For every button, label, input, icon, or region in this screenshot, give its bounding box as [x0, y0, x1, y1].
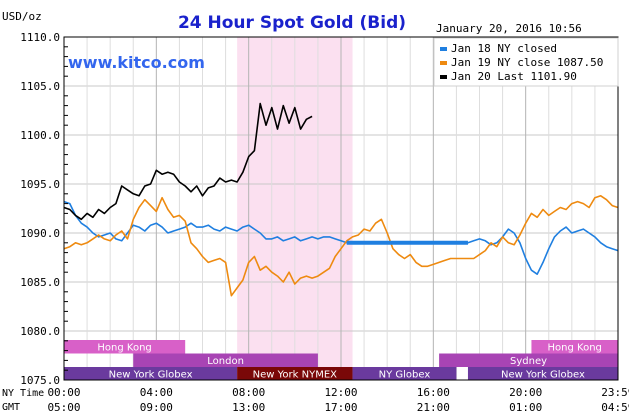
market-session-label: New York Globex: [501, 370, 585, 381]
market-session-bar: [352, 367, 457, 381]
x-tick-label-gmt: 04:59: [601, 401, 629, 414]
market-session-label: Hong Kong: [97, 343, 151, 354]
x-row-label-gmt: GMT: [2, 402, 20, 413]
y-axis-label: USD/oz: [2, 10, 42, 23]
x-tick-label-ny: 23:59: [601, 386, 629, 399]
y-tick-label: 1105.0: [20, 80, 60, 93]
x-tick-label-gmt: 05:00: [47, 401, 80, 414]
legend-entry: Jan 19 NY close 1087.50: [451, 56, 603, 69]
plot-frame: [63, 36, 619, 381]
market-session-bar: [64, 367, 238, 381]
legend-swatch: [440, 75, 447, 79]
x-tick-label-gmt: 09:00: [140, 401, 173, 414]
grid-layer: [64, 37, 618, 380]
chart-title: 24 Hour Spot Gold (Bid): [178, 13, 406, 33]
watermark: www.kitco.com: [68, 53, 205, 72]
legend-entry: Jan 20 Last 1101.90: [451, 70, 577, 83]
market-session-label: New York NYMEX: [253, 370, 338, 381]
series-line-1: [63, 195, 619, 297]
x-tick-label-gmt: 17:00: [324, 401, 357, 414]
y-tick-label: 1110.0: [20, 31, 60, 44]
market-session-bar: [133, 353, 318, 367]
series-line-0: [63, 200, 619, 275]
x-tick-label-ny: 04:00: [140, 386, 173, 399]
y-tick-label: 1085.0: [20, 276, 60, 289]
y-tick-label: 1095.0: [20, 178, 60, 191]
market-session-bar: [64, 340, 186, 354]
x-tick-label-gmt: 13:00: [232, 401, 265, 414]
series-line-2: [63, 102, 313, 221]
x-tick-label-ny: 16:00: [417, 386, 450, 399]
series-layer: [63, 102, 619, 297]
legend-swatch: [440, 47, 447, 51]
market-session-label: London: [207, 356, 244, 367]
timestamp: January 20, 2016 10:56: [436, 22, 582, 35]
market-session-bar: [467, 367, 618, 381]
y-tick-label: 1090.0: [20, 227, 60, 240]
x-tick-label-gmt: 01:00: [509, 401, 542, 414]
market-session-label: Hong Kong: [548, 343, 602, 354]
y-tick-label: 1100.0: [20, 129, 60, 142]
legend-swatch: [440, 61, 447, 65]
market-session-label: NY Globex: [379, 370, 431, 381]
x-tick-label-gmt: 21:00: [417, 401, 450, 414]
x-tick-label-ny: 08:00: [232, 386, 265, 399]
x-tick-label-ny: 20:00: [509, 386, 542, 399]
y-tick-label: 1075.0: [20, 374, 60, 387]
axis-layer: 1110.0 1105.0 1100.0 1095.0 1090.0 1085.0 1080…: [20, 31, 629, 414]
y-tick-label: 1080.0: [20, 325, 60, 338]
market-session-bar: [531, 340, 618, 354]
market-session-label: Sydney: [510, 356, 547, 367]
legend-box: [433, 37, 619, 87]
x-tick-label-ny: 12:00: [324, 386, 357, 399]
market-session-label: New York Globex: [109, 370, 193, 381]
market-session-bar: [439, 353, 618, 367]
market-session-bar: [237, 367, 353, 381]
legend-entry: Jan 18 NY closed: [451, 42, 557, 55]
x-tick-label-ny: 00:00: [47, 386, 80, 399]
x-row-label-ny: NY Time: [2, 388, 44, 399]
market-sessions-layer: Hong Kong Hong Kong London Sydney New York G…: [64, 340, 618, 381]
